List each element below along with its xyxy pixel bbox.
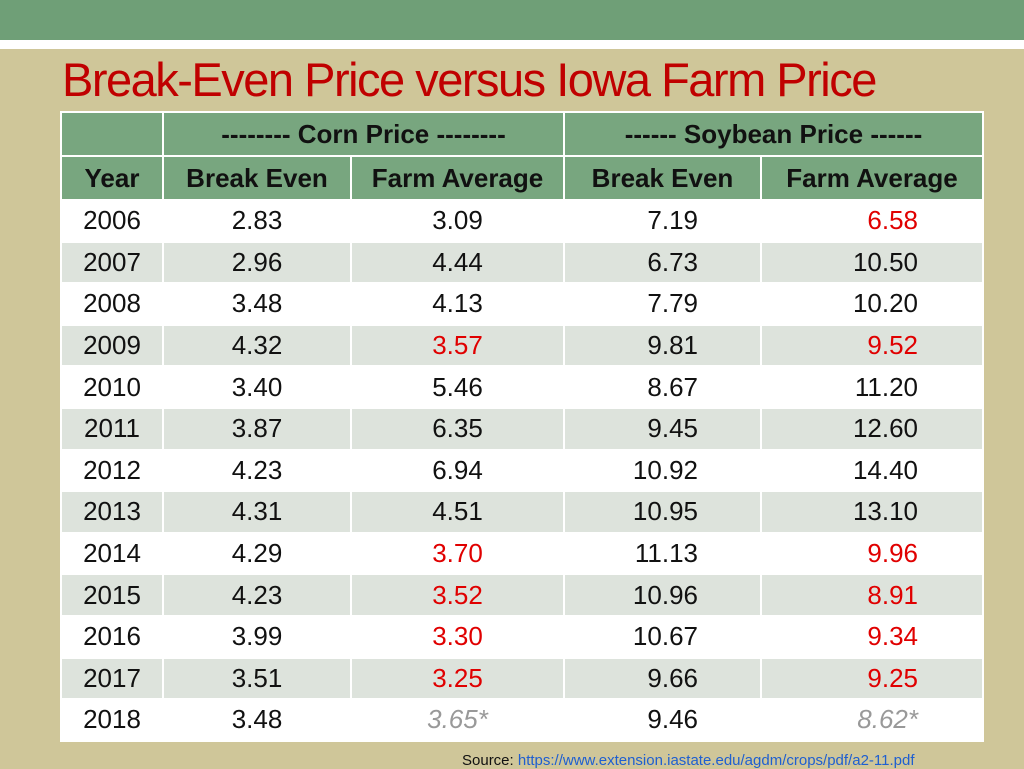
price-cell: 13.10 (759, 490, 985, 534)
price-cell: 11.20 (759, 365, 985, 409)
year-cell: 2014 (60, 531, 164, 576)
year-cell: 2007 (60, 240, 164, 285)
table-row: 2013 4.31 4.51 10.95 13.10 (60, 490, 985, 534)
price-cell: 3.65* (350, 698, 565, 742)
price-cell: 4.32 (162, 323, 352, 368)
header-stripe (0, 40, 1024, 49)
price-cell: 8.91 (759, 573, 985, 617)
price-cell: 9.45 (563, 406, 762, 451)
price-cell: 7.19 (563, 199, 762, 243)
price-cell: 2.96 (162, 240, 352, 285)
price-cell: 3.25 (350, 656, 565, 701)
price-cell: 9.34 (759, 614, 985, 659)
year-cell: 2010 (60, 365, 164, 409)
price-cell: 4.51 (350, 490, 565, 534)
price-cell: 6.35 (350, 406, 565, 451)
price-cell: 10.95 (563, 490, 762, 534)
blank-header (60, 111, 164, 157)
table-row: 2014 4.29 3.70 11.13 9.96 (60, 531, 985, 576)
price-cell: 4.23 (162, 573, 352, 617)
price-cell: 4.44 (350, 240, 565, 285)
year-cell: 2006 (60, 199, 164, 243)
source-link[interactable]: https://www.extension.iastate.edu/agdm/c… (517, 752, 915, 769)
group-header: ------ Soybean Price ------ (562, 111, 985, 157)
table-row: 2009 4.32 3.57 9.81 9.52 (60, 323, 985, 368)
price-cell: 12.60 (759, 406, 985, 451)
price-cell: 6.94 (350, 448, 565, 493)
price-table: -------- Corn Price -------- ------ Soyb… (60, 111, 985, 742)
source: Source: https://www.extension.iastate.ed… (462, 752, 915, 769)
year-cell: 2012 (60, 448, 164, 493)
column-header: Farm Average (350, 155, 565, 201)
column-header: Break Even (563, 155, 762, 201)
price-cell: 3.40 (162, 365, 352, 409)
year-cell: 2016 (60, 614, 164, 659)
year-cell: 2013 (60, 490, 164, 534)
year-cell: 2011 (60, 406, 164, 451)
price-cell: 3.09 (350, 199, 565, 243)
table-row: 2016 3.99 3.30 10.67 9.34 (60, 614, 985, 659)
price-cell: 8.67 (563, 365, 762, 409)
price-cell: 5.46 (350, 365, 565, 409)
table-body: 2006 2.83 3.09 7.19 6.58 2007 2.96 4.44 6.73 10.5… (60, 199, 985, 742)
table-row: 2008 3.48 4.13 7.79 10.20 (60, 282, 985, 326)
price-cell: 3.57 (350, 323, 565, 368)
group-header-row: -------- Corn Price -------- ------ Soyb… (60, 111, 985, 157)
price-cell: 4.29 (162, 531, 352, 576)
table-row: 2007 2.96 4.44 6.73 10.50 (60, 240, 985, 285)
price-cell: 9.25 (759, 656, 985, 701)
price-cell: 11.13 (563, 531, 762, 576)
price-cell: 10.92 (563, 448, 762, 493)
table-row: 2017 3.51 3.25 9.66 9.25 (60, 656, 985, 701)
column-header: Farm Average (759, 155, 985, 201)
price-cell: 10.96 (563, 573, 762, 617)
table-row: 2006 2.83 3.09 7.19 6.58 (60, 199, 985, 243)
year-cell: 2008 (60, 282, 164, 326)
price-cell: 10.67 (563, 614, 762, 659)
price-cell: 2.83 (162, 199, 352, 243)
table-row: 2010 3.40 5.46 8.67 11.20 (60, 365, 985, 409)
price-cell: 3.52 (350, 573, 565, 617)
title: Break-Even Price versus Iowa Farm Price (62, 53, 877, 106)
price-cell: 6.73 (563, 240, 762, 285)
table-row: 2015 4.23 3.52 10.96 8.91 (60, 573, 985, 617)
price-cell: 14.40 (759, 448, 985, 493)
price-cell: 3.99 (162, 614, 352, 659)
price-cell: 3.48 (162, 698, 352, 742)
price-cell: 6.58 (759, 199, 985, 243)
price-cell: 9.52 (759, 323, 985, 368)
price-cell: 3.87 (162, 406, 352, 451)
column-header-row: Year Break Even Farm Average Break Even Farm… (60, 155, 985, 201)
price-cell: 8.62* (759, 698, 985, 742)
price-cell: 3.70 (350, 531, 565, 576)
table-row: 2018 3.48 3.65* 9.46 8.62* (60, 698, 985, 742)
price-cell: 10.50 (759, 240, 985, 285)
year-cell: 2009 (60, 323, 164, 368)
price-cell: 4.13 (350, 282, 565, 326)
price-cell: 3.30 (350, 614, 565, 659)
price-cell: 9.46 (563, 698, 762, 742)
price-cell: 4.31 (162, 490, 352, 534)
year-cell: 2015 (60, 573, 164, 617)
column-header: Break Even (162, 155, 352, 201)
price-cell: 3.48 (162, 282, 352, 326)
table-row: 2011 3.87 6.35 9.45 12.60 (60, 406, 985, 451)
group-header: -------- Corn Price -------- (162, 111, 565, 157)
price-cell: 10.20 (759, 282, 985, 326)
price-cell: 9.81 (563, 323, 762, 368)
price-cell: 3.51 (162, 656, 352, 701)
year-cell: 2017 (60, 656, 164, 701)
source-label: Source: (462, 752, 514, 769)
price-cell: 9.66 (563, 656, 762, 701)
price-cell: 4.23 (162, 448, 352, 493)
price-cell: 9.96 (759, 531, 985, 576)
table-row: 2012 4.23 6.94 10.92 14.40 (60, 448, 985, 493)
column-header: Year (60, 155, 164, 201)
year-cell: 2018 (60, 698, 164, 742)
price-cell: 7.79 (563, 282, 762, 326)
header-band (0, 0, 1024, 40)
